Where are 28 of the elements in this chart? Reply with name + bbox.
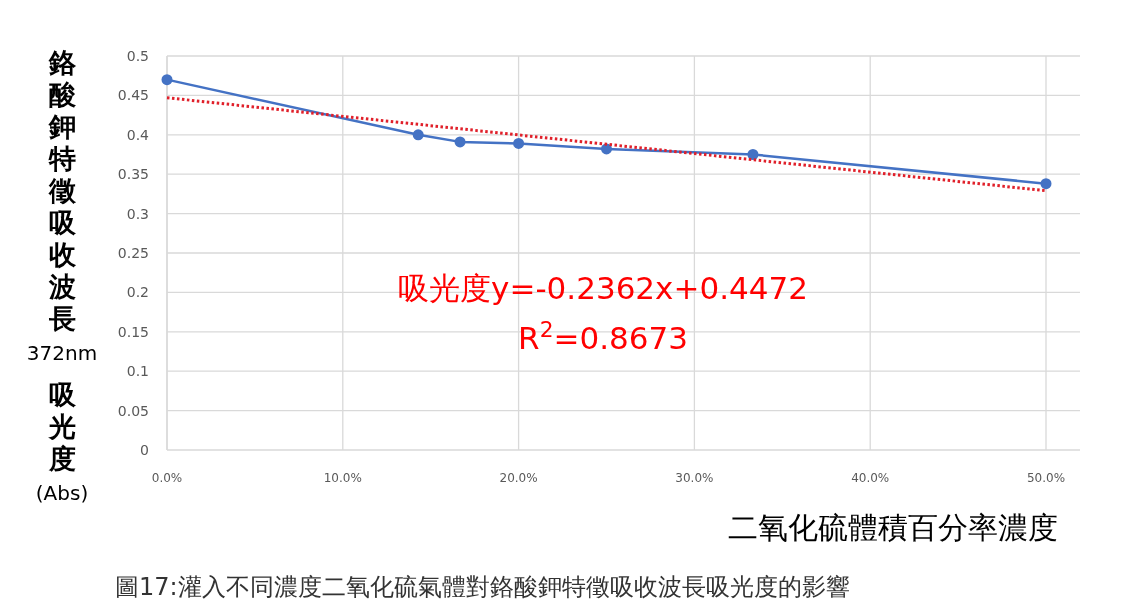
x-tick-label: 10.0%: [323, 471, 362, 485]
annotation: 吸光度y=-0.2362x+0.4472: [398, 270, 808, 306]
x-tick-label: 0.0%: [151, 471, 183, 485]
y-tick-label: 0.5: [126, 48, 149, 64]
caption: 圖17:灌入不同濃度二氧化硫氣體對鉻酸鉀特徵吸收波長吸光度的影響: [115, 573, 850, 601]
y-tick-label: 0.35: [117, 166, 149, 183]
x-tick-label: 20.0%: [499, 471, 538, 485]
x-tick-label: 40.0%: [851, 471, 890, 485]
y-tick-label: 0.1: [126, 363, 149, 380]
x-tick-label: 50.0%: [1026, 471, 1066, 485]
y-tick-label: 0.2: [126, 284, 149, 301]
y-tick-label: 0.3: [126, 205, 149, 222]
text: 鉻酸鉀特徵吸收波長372nm吸光度(Abs): [26, 47, 98, 505]
y-tick-label: 0.05: [117, 402, 149, 419]
point: [513, 137, 525, 149]
annotation: R$^{2}$=0.8673: [518, 316, 688, 356]
y-tick-label: 0.4: [126, 126, 150, 143]
point: [1040, 178, 1052, 190]
x-tick-label: 30.0%: [675, 471, 714, 485]
y-tick-label: 0.25: [117, 245, 149, 261]
x-axis-title: 二氧化硫體積百分率濃度: [728, 510, 1058, 545]
point: [412, 129, 424, 141]
y-tick-label: 0.15: [117, 323, 149, 340]
y-tick-label: 0.45: [117, 87, 149, 104]
y-tick-label: 0: [140, 442, 149, 458]
point: [747, 149, 759, 160]
point: [161, 74, 173, 86]
point: [454, 136, 466, 148]
